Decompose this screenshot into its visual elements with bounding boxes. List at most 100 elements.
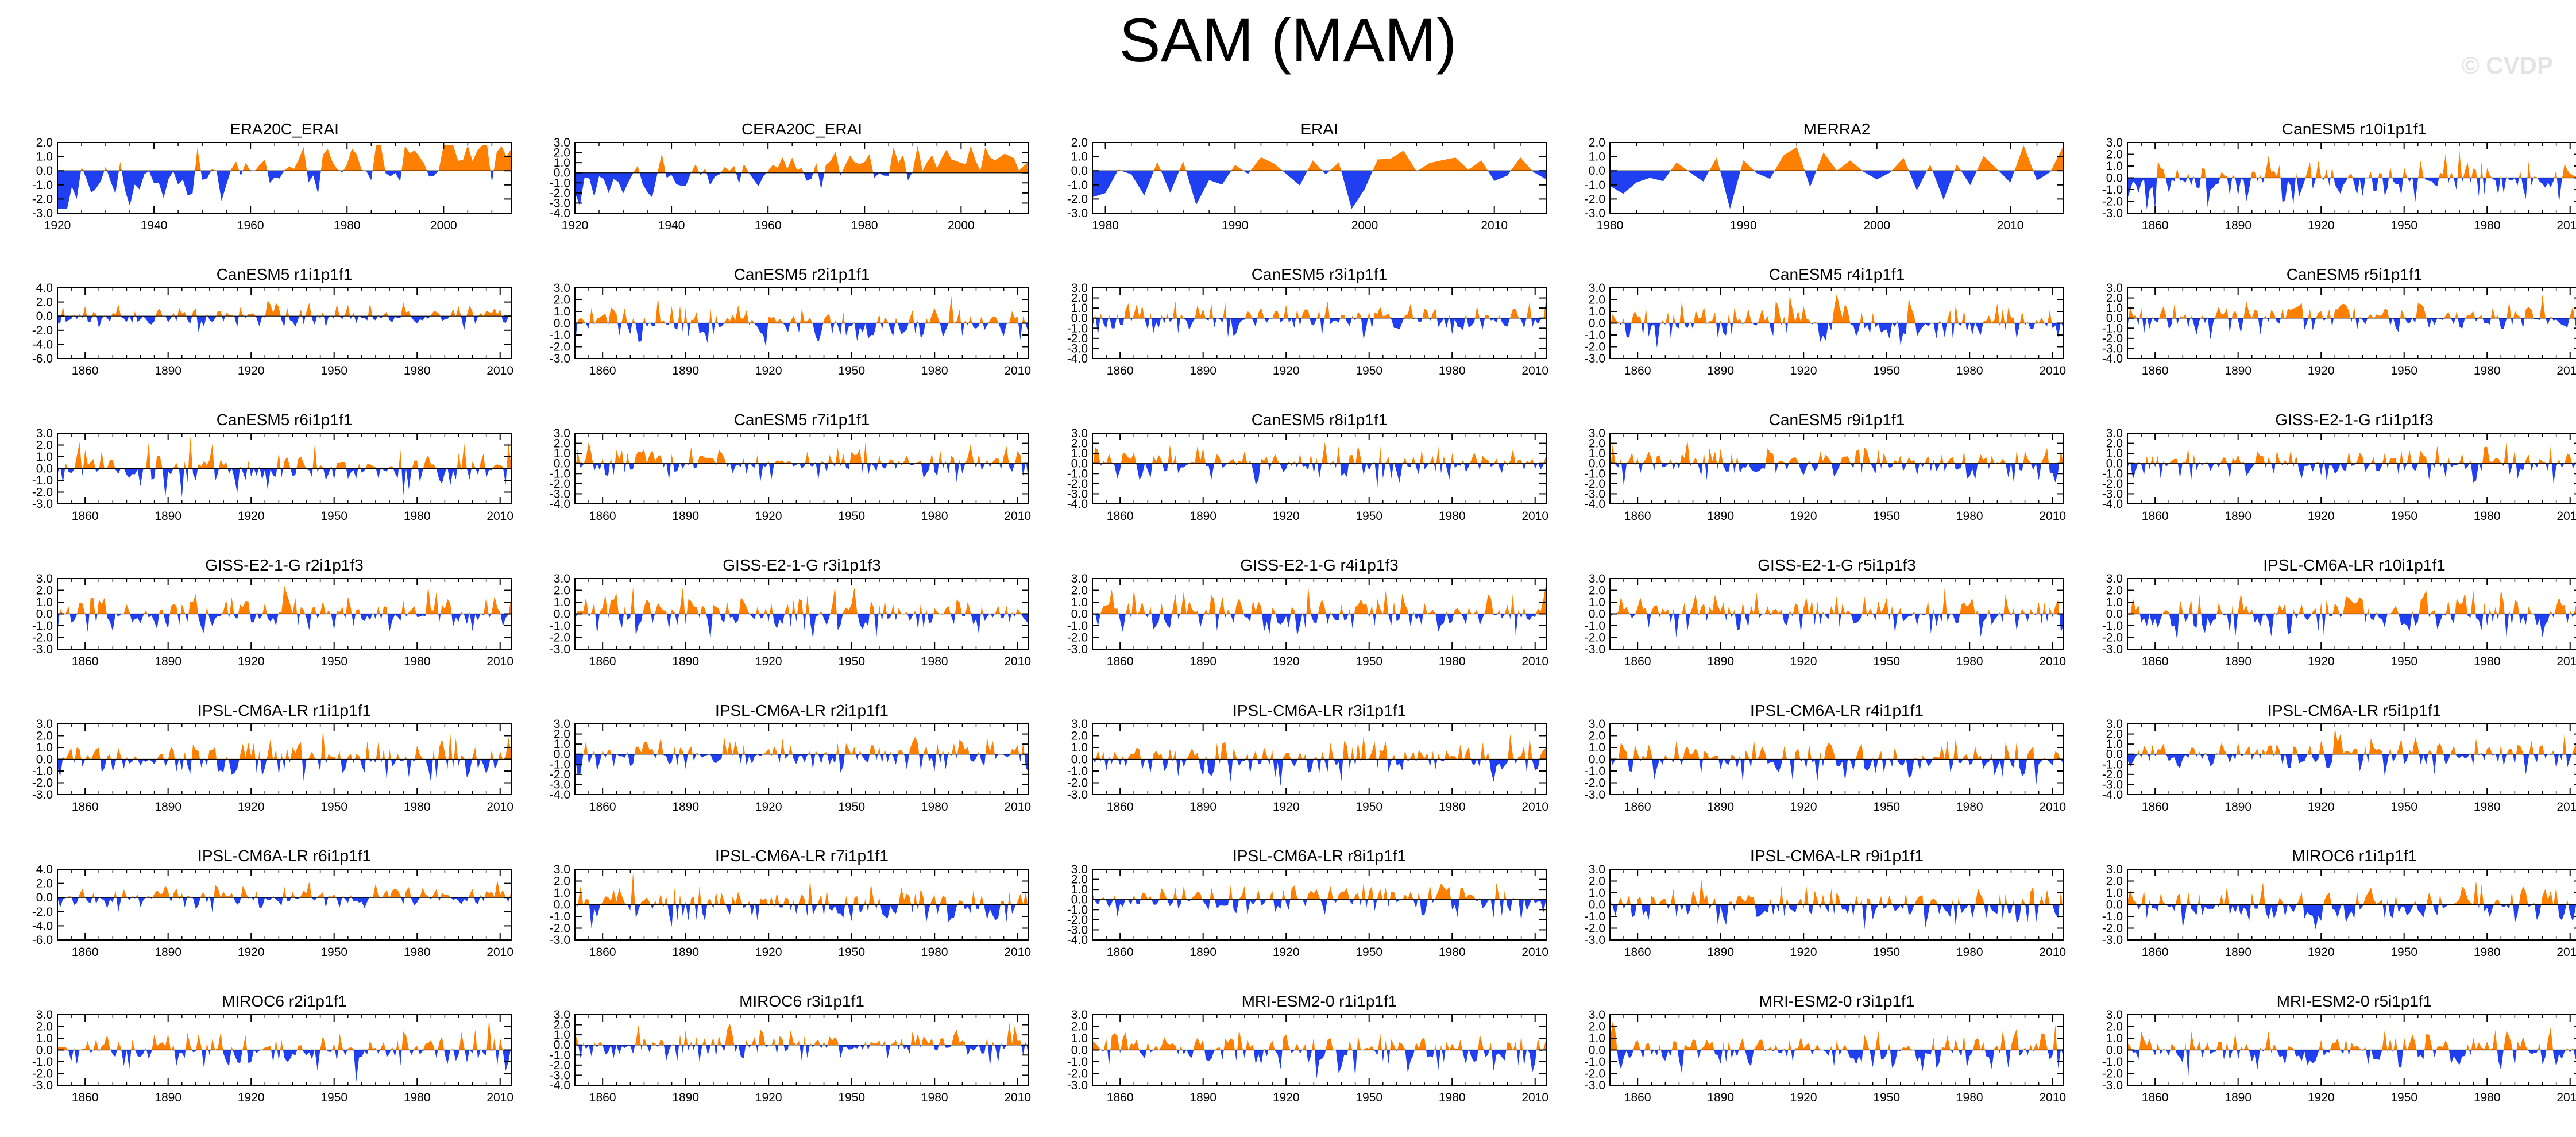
positive-area [1092,882,1546,900]
x-tick-label: 1890 [155,655,181,668]
y-tick-label: -2.0 [550,1059,570,1072]
negative-area [575,754,1029,776]
panel-frame [2127,723,2576,795]
y-tick-label: 0.0 [554,899,570,912]
y-tick-label: -4.0 [2102,352,2123,365]
x-tick-label: 1950 [2390,655,2417,668]
panel-title: CanESM5 r6i1p1f1 [217,411,353,429]
negative-area [57,759,511,783]
y-tick-label: 3.0 [2106,718,2123,731]
panel-title: CanESM5 r4i1p1f1 [1769,265,1905,283]
x-tick-label: 1920 [755,655,782,668]
x-tick-label: 2010 [2556,364,2576,377]
y-tick-label: -2.0 [1067,777,1088,790]
x-tick-label: 1890 [155,800,181,814]
y-tick-label: 0.0 [554,317,570,330]
y-tick-label: -2.0 [2102,477,2123,491]
y-tick-label: 0.0 [554,748,570,761]
x-tick-label: 2010 [1004,800,1031,814]
x-tick-label: 1920 [2308,510,2335,523]
y-tick-label: 0.0 [1071,893,1088,907]
negative-area [575,172,1029,206]
y-tick-label: -2.0 [1585,341,1605,354]
x-tick-label: 1920 [2308,364,2335,377]
y-tick-label: -3.0 [1585,934,1605,947]
y-tick-label: 1.0 [1071,447,1088,460]
y-tick-label: 1.0 [554,596,570,609]
y-tick-label: -2.0 [32,905,53,919]
x-tick-label: 1950 [320,800,347,814]
x-tick-label: 1860 [1107,946,1134,959]
positive-area [2127,150,2576,178]
y-tick-label: 1.0 [1071,1032,1088,1045]
y-tick-label: 2.0 [2106,292,2123,305]
negative-area [1610,463,2064,487]
panel-title: IPSL-CM6A-LR r3i1p1f1 [1233,702,1406,719]
x-tick-label: 1920 [238,1091,265,1104]
x-tick-label: 2000 [948,219,975,232]
y-tick-label: -2.0 [2102,332,2123,345]
negative-area [57,468,511,498]
positive-area [1610,145,2064,171]
y-tick-label: -1.0 [1585,619,1605,633]
positive-area [1610,879,2064,905]
y-tick-label: 2.0 [554,1019,570,1032]
positive-area [633,145,1029,173]
x-tick-label: 1860 [2142,1091,2169,1104]
panel-frame [1092,142,1547,214]
y-tick-label: -3.0 [2102,342,2123,355]
x-tick-label: 1890 [2224,510,2251,523]
y-tick-label: 2.0 [1071,584,1088,598]
y-tick-label: 1.0 [1589,596,1605,609]
x-tick-label: 2010 [2039,1091,2066,1104]
y-tick-label: -2.0 [2102,1067,2123,1081]
x-tick-label: 1950 [1355,800,1382,814]
y-tick-label: -2.0 [2102,768,2123,781]
y-tick-label: 2.0 [1589,136,1605,149]
y-tick-label: 2.0 [2106,728,2123,741]
x-tick-label: 2010 [2039,946,2066,959]
sam-panel: 3.02.01.00.0-1.0-2.0-3.0 1860 1890 1920 1950… [32,556,513,668]
x-tick-label: 1920 [1790,800,1817,814]
y-tick-label: 1.0 [1071,883,1088,896]
x-tick-label: 1950 [1873,655,1900,668]
y-tick-label: 2.0 [554,294,570,307]
y-tick-label: 2.0 [2106,1020,2123,1034]
positive-area [1092,1029,1546,1050]
y-tick-label: 0.0 [36,462,53,476]
y-tick-label: -1.0 [1067,903,1088,916]
negative-area [57,897,510,912]
y-tick-label: -1.0 [2102,467,2123,480]
y-tick-label: -1.0 [32,1055,53,1069]
y-tick-label: 0.0 [2106,608,2123,621]
y-tick-label: -2.0 [550,922,570,935]
x-tick-label: 1950 [320,946,347,959]
y-tick-label: -1.0 [2102,183,2123,196]
y-tick-label: 3.0 [2106,282,2123,295]
panel-frame [574,1014,1029,1086]
x-tick-label: 1890 [2224,800,2251,814]
x-tick-label: 1860 [2142,364,2169,377]
y-tick-label: -4.0 [2102,498,2123,511]
y-tick-label: 1.0 [554,305,570,318]
panel-frame [574,433,1029,504]
x-tick-label: 1950 [1355,510,1382,523]
x-tick-label: 2010 [2039,655,2066,668]
negative-area [1092,1050,1546,1079]
y-tick-label: -3.0 [550,643,570,656]
y-tick-label: -6.0 [32,352,53,365]
y-tick-label: -1.0 [1067,619,1088,633]
positive-area [576,441,1026,464]
x-tick-label: 2010 [1997,219,2024,232]
y-tick-label: 1.0 [1589,447,1605,460]
y-tick-label: -1.0 [550,467,570,480]
y-tick-label: 2.0 [36,730,53,743]
y-tick-label: 2.0 [36,439,53,452]
panel-frame [57,869,512,941]
x-tick-label: 1920 [2308,800,2335,814]
x-tick-label: 2010 [1521,510,1548,523]
y-tick-label: -1.0 [2102,322,2123,335]
x-tick-label: 1920 [755,800,782,814]
panel-frame [2127,287,2576,359]
y-tick-label: 2.0 [2106,875,2123,888]
